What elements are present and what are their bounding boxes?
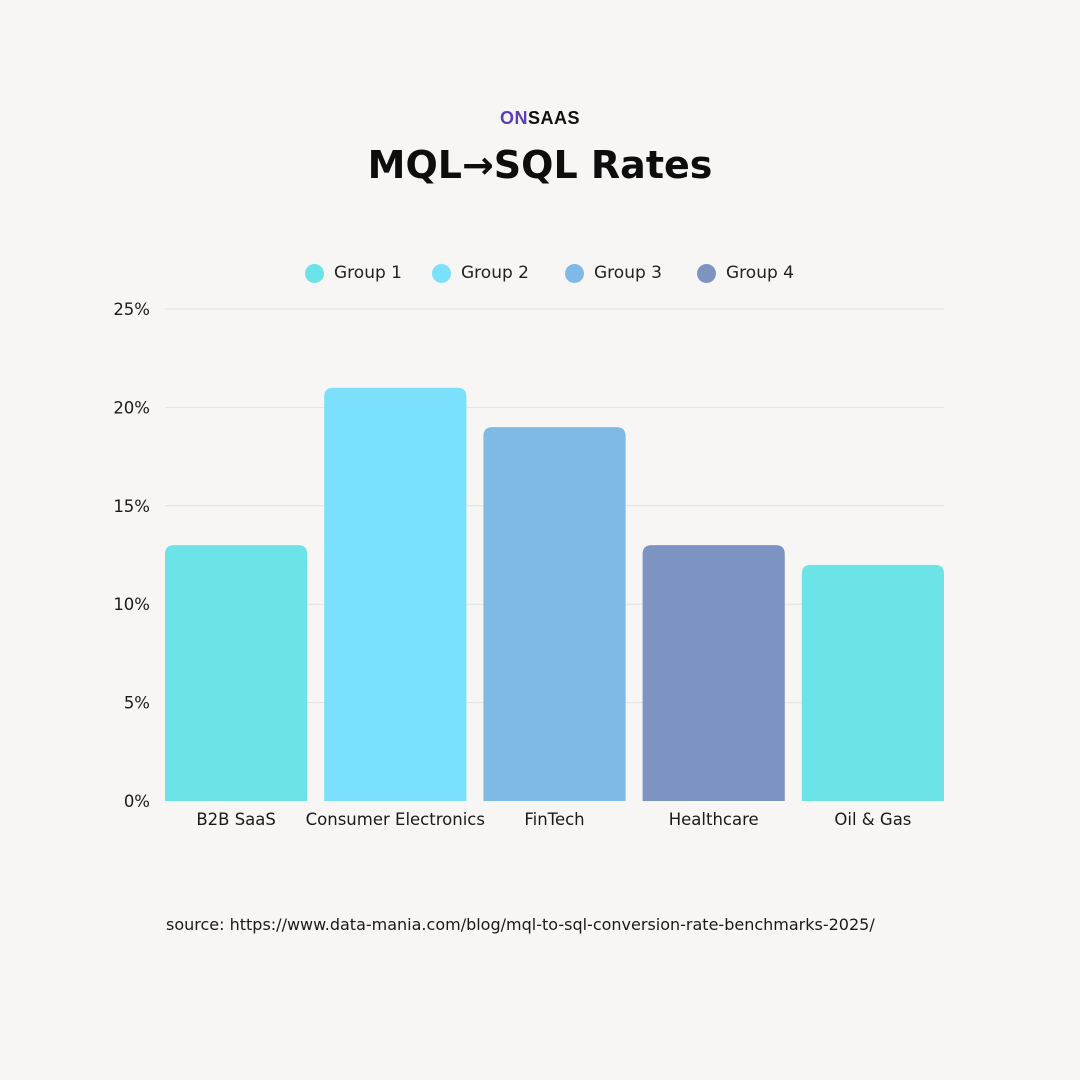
legend-item-group-4: Group 4: [697, 260, 794, 286]
x-tick-label: Consumer Electronics: [306, 810, 485, 829]
brand-suffix: SAAS: [527, 108, 580, 128]
bar-b2b-saas: [165, 545, 308, 801]
x-tick-label: Oil & Gas: [834, 810, 911, 829]
legend-item-group-2: Group 2: [432, 260, 529, 286]
legend-swatch-icon: [432, 263, 451, 283]
y-tick-label: 0%: [124, 792, 150, 811]
y-tick-label: 10%: [113, 595, 150, 614]
legend-label: Group 4: [726, 263, 794, 283]
legend-item-group-3: Group 3: [565, 260, 662, 286]
y-tick-label: 5%: [124, 694, 150, 713]
legend-swatch-icon: [565, 263, 584, 283]
x-tick-label: FinTech: [524, 810, 584, 829]
legend-label: Group 1: [334, 263, 402, 283]
legend-swatch-icon: [305, 263, 324, 283]
bar-oil-gas: [801, 564, 944, 801]
chart-title: MQL→SQL Rates: [367, 143, 713, 187]
brand-logo: ONSAAS: [0, 108, 1080, 129]
x-tick-label: B2B SaaS: [196, 810, 276, 829]
y-tick-label: 25%: [113, 300, 150, 319]
bar-healthcare: [642, 545, 785, 801]
bar-consumer-electronics: [324, 387, 467, 801]
legend-label: Group 2: [461, 263, 529, 283]
brand-prefix: ON: [499, 108, 528, 128]
x-tick-label: Healthcare: [669, 810, 759, 829]
y-tick-label: 15%: [113, 497, 150, 516]
bar-fintech: [483, 427, 626, 801]
legend-swatch-icon: [697, 263, 716, 283]
legend-label: Group 3: [594, 263, 662, 283]
chart-legend: Group 1 Group 2 Group 3 Group 4: [0, 260, 1080, 286]
y-tick-label: 20%: [113, 398, 150, 417]
source-citation: source: https://www.data-mania.com/blog/…: [166, 915, 875, 934]
legend-item-group-1: Group 1: [305, 260, 402, 286]
